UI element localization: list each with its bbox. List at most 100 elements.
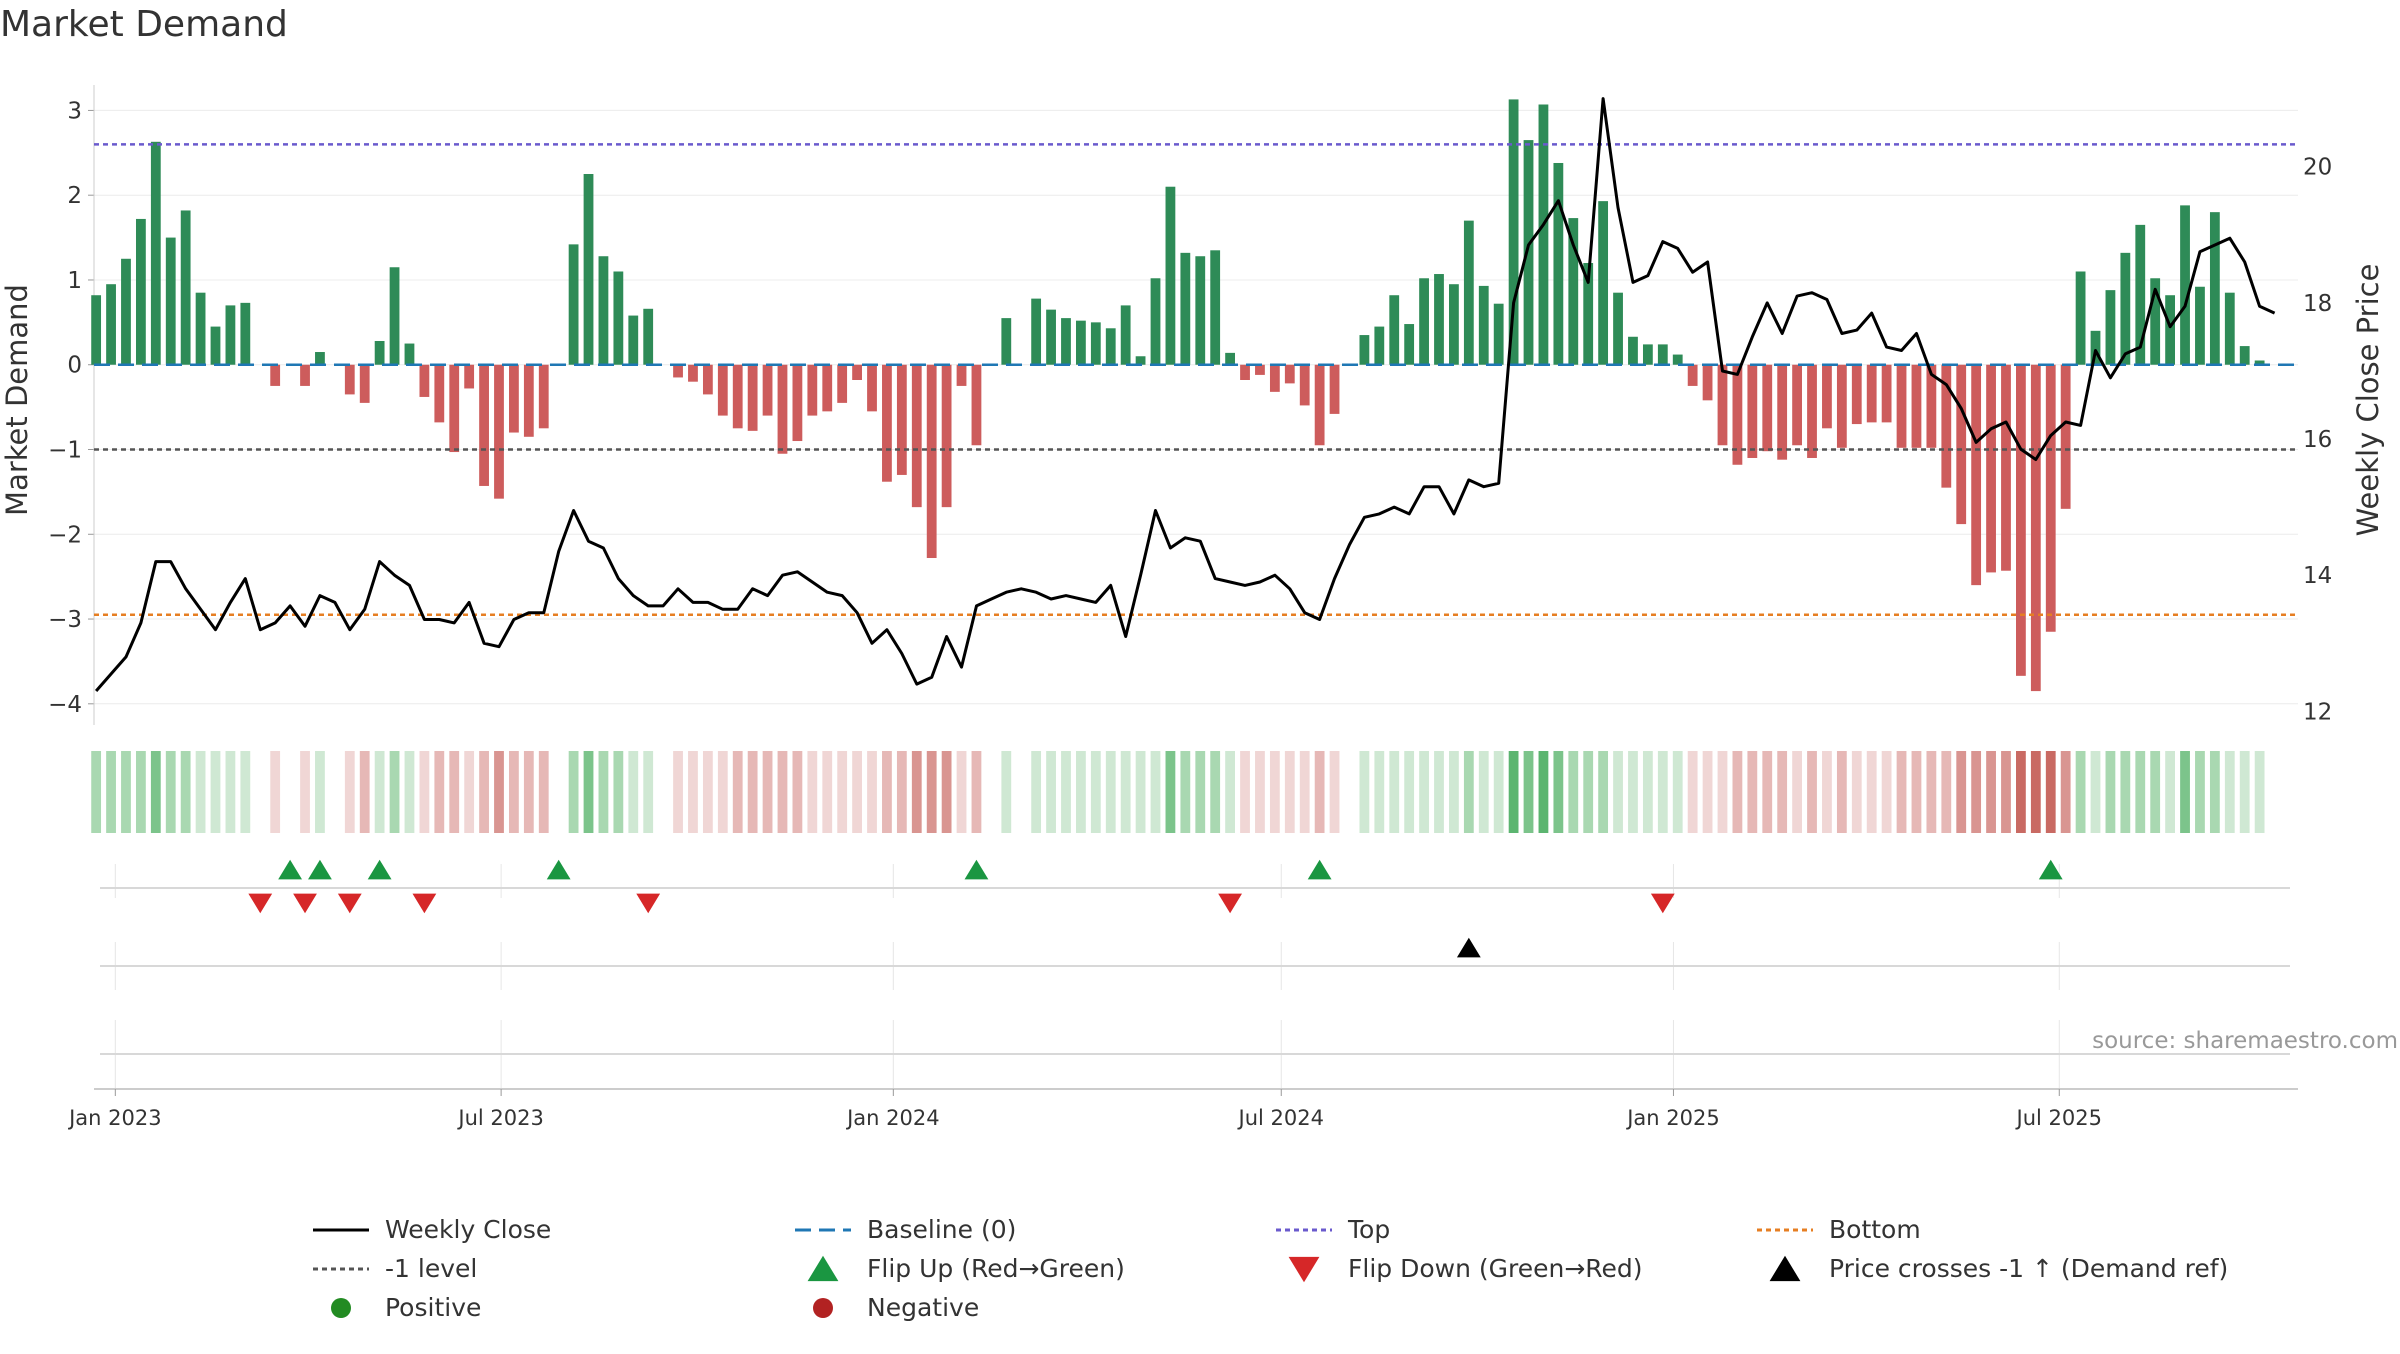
negative-demand-bar — [852, 364, 862, 380]
positive-demand-bar — [1463, 220, 1474, 365]
strip-cell-positive — [1553, 751, 1564, 833]
positive-demand-bar — [195, 292, 206, 365]
strip-cell-positive — [165, 751, 176, 833]
y-tick-label: −1 — [48, 438, 82, 464]
strip-cell-positive — [404, 751, 415, 833]
strip-cell-negative — [2030, 751, 2041, 833]
negative-demand-bar — [1255, 364, 1265, 375]
positive-demand-bar — [1553, 162, 1564, 365]
positive-demand-bar — [2105, 290, 2116, 365]
strip-cell-positive — [1120, 751, 1131, 833]
strip-cell-positive — [1598, 751, 1609, 833]
negative-demand-bar — [1851, 364, 1862, 425]
strip-cell-negative — [1284, 751, 1295, 833]
strip-cell-negative — [494, 751, 504, 833]
x-tick-label: Jan 2025 — [1625, 1106, 1720, 1130]
negative-demand-bar — [1926, 364, 1937, 448]
legend: Weekly Close Baseline (0) Top Bottom -1 leve… — [313, 1215, 2228, 1322]
legend-swatch — [807, 1255, 839, 1282]
positive-demand-bar — [1538, 104, 1549, 365]
strip-cell-positive — [2195, 751, 2205, 833]
negative-demand-bar — [1702, 364, 1713, 401]
chart-title: Market Demand — [0, 4, 288, 45]
strip-cell-positive — [1657, 751, 1668, 833]
negative-demand-bar — [1836, 364, 1847, 448]
positive-demand-bar — [1090, 322, 1101, 365]
strip-cell-negative — [1687, 751, 1698, 833]
legend-label: Weekly Close — [385, 1215, 551, 1244]
y-tick-label: 0 — [67, 353, 82, 379]
negative-demand-bar — [1747, 364, 1758, 458]
positive-demand-bar — [2150, 278, 2161, 365]
strip-cell-positive — [1090, 751, 1101, 833]
positive-demand-bar — [598, 256, 609, 365]
positive-demand-bar — [1628, 336, 1638, 365]
strip-cell-negative — [1971, 751, 1982, 833]
negative-demand-bar — [867, 364, 877, 412]
strip-cell-negative — [837, 751, 848, 833]
strip-cell-positive — [150, 751, 161, 833]
strip-cell-positive — [1374, 751, 1385, 833]
positive-demand-bar — [150, 141, 161, 365]
positive-demand-bar — [643, 308, 654, 365]
flip-up-marker — [308, 859, 332, 880]
positive-demand-bar — [180, 210, 191, 365]
positive-demand-bar — [135, 218, 146, 365]
y-tick-label: −2 — [48, 522, 82, 548]
flip-up-marker — [2038, 859, 2063, 880]
positive-demand-bar — [1105, 328, 1116, 365]
negative-demand-bar — [777, 364, 788, 454]
negative-demand-bar — [494, 364, 504, 499]
positive-demand-bar — [1359, 335, 1370, 365]
positive-demand-bar — [240, 302, 251, 365]
negative-demand-bar — [2016, 364, 2026, 676]
positive-demand-bar — [628, 315, 639, 365]
strip-cell-negative — [717, 751, 728, 833]
strip-cell-positive — [1180, 751, 1191, 833]
positive-demand-bar — [106, 284, 116, 365]
strip-cell-positive — [2075, 751, 2086, 833]
strip-cell-positive — [135, 751, 146, 833]
strip-cell-negative — [538, 751, 549, 833]
positive-demand-bar — [1672, 354, 1683, 365]
positive-demand-bar — [1419, 278, 1429, 365]
strip-cell-positive — [1493, 751, 1504, 833]
y-tick-label: −3 — [48, 607, 82, 633]
positive-demand-bar — [1493, 303, 1504, 365]
demand-bars — [91, 99, 2265, 692]
strip-cell-negative — [1702, 751, 1713, 833]
positive-demand-bar — [1449, 284, 1459, 365]
strip-cell-positive — [1195, 751, 1206, 833]
positive-demand-bar — [1150, 278, 1161, 365]
strip-cell-negative — [941, 751, 952, 833]
positive-demand-bar — [1031, 298, 1042, 365]
negative-demand-bar — [1971, 364, 1982, 586]
legend-label: Flip Down (Green→Red) — [1348, 1254, 1643, 1283]
strip-cell-negative — [1866, 751, 1877, 833]
y-tick-label: 1 — [67, 268, 82, 294]
y-tick-label: 3 — [67, 98, 82, 124]
positive-demand-bar — [1135, 356, 1146, 365]
positive-demand-bar — [2254, 360, 2265, 365]
strip-cell-negative — [2016, 751, 2026, 833]
positive-demand-bar — [1657, 344, 1668, 365]
negative-demand-bar — [434, 364, 445, 423]
positive-demand-bar — [1523, 140, 1534, 365]
positive-demand-bar — [165, 237, 176, 365]
strip-cell-positive — [389, 751, 400, 833]
positive-demand-bar — [2090, 330, 2101, 365]
negative-demand-bar — [509, 364, 519, 433]
strip-cell-negative — [822, 751, 833, 833]
negative-demand-bar — [1986, 364, 1996, 573]
positive-demand-bar — [2180, 205, 2190, 365]
positive-demand-bar — [1508, 99, 1519, 365]
negative-demand-bar — [1896, 364, 1907, 448]
event-rows — [100, 859, 2290, 1055]
strip-cell-negative — [1240, 751, 1250, 833]
strip-cell-positive — [1225, 751, 1236, 833]
strip-cell-negative — [777, 751, 788, 833]
negative-demand-bar — [1792, 364, 1802, 446]
strip-cell-positive — [2165, 751, 2176, 833]
positive-demand-bar — [1001, 318, 1012, 365]
negative-demand-bar — [941, 364, 952, 508]
